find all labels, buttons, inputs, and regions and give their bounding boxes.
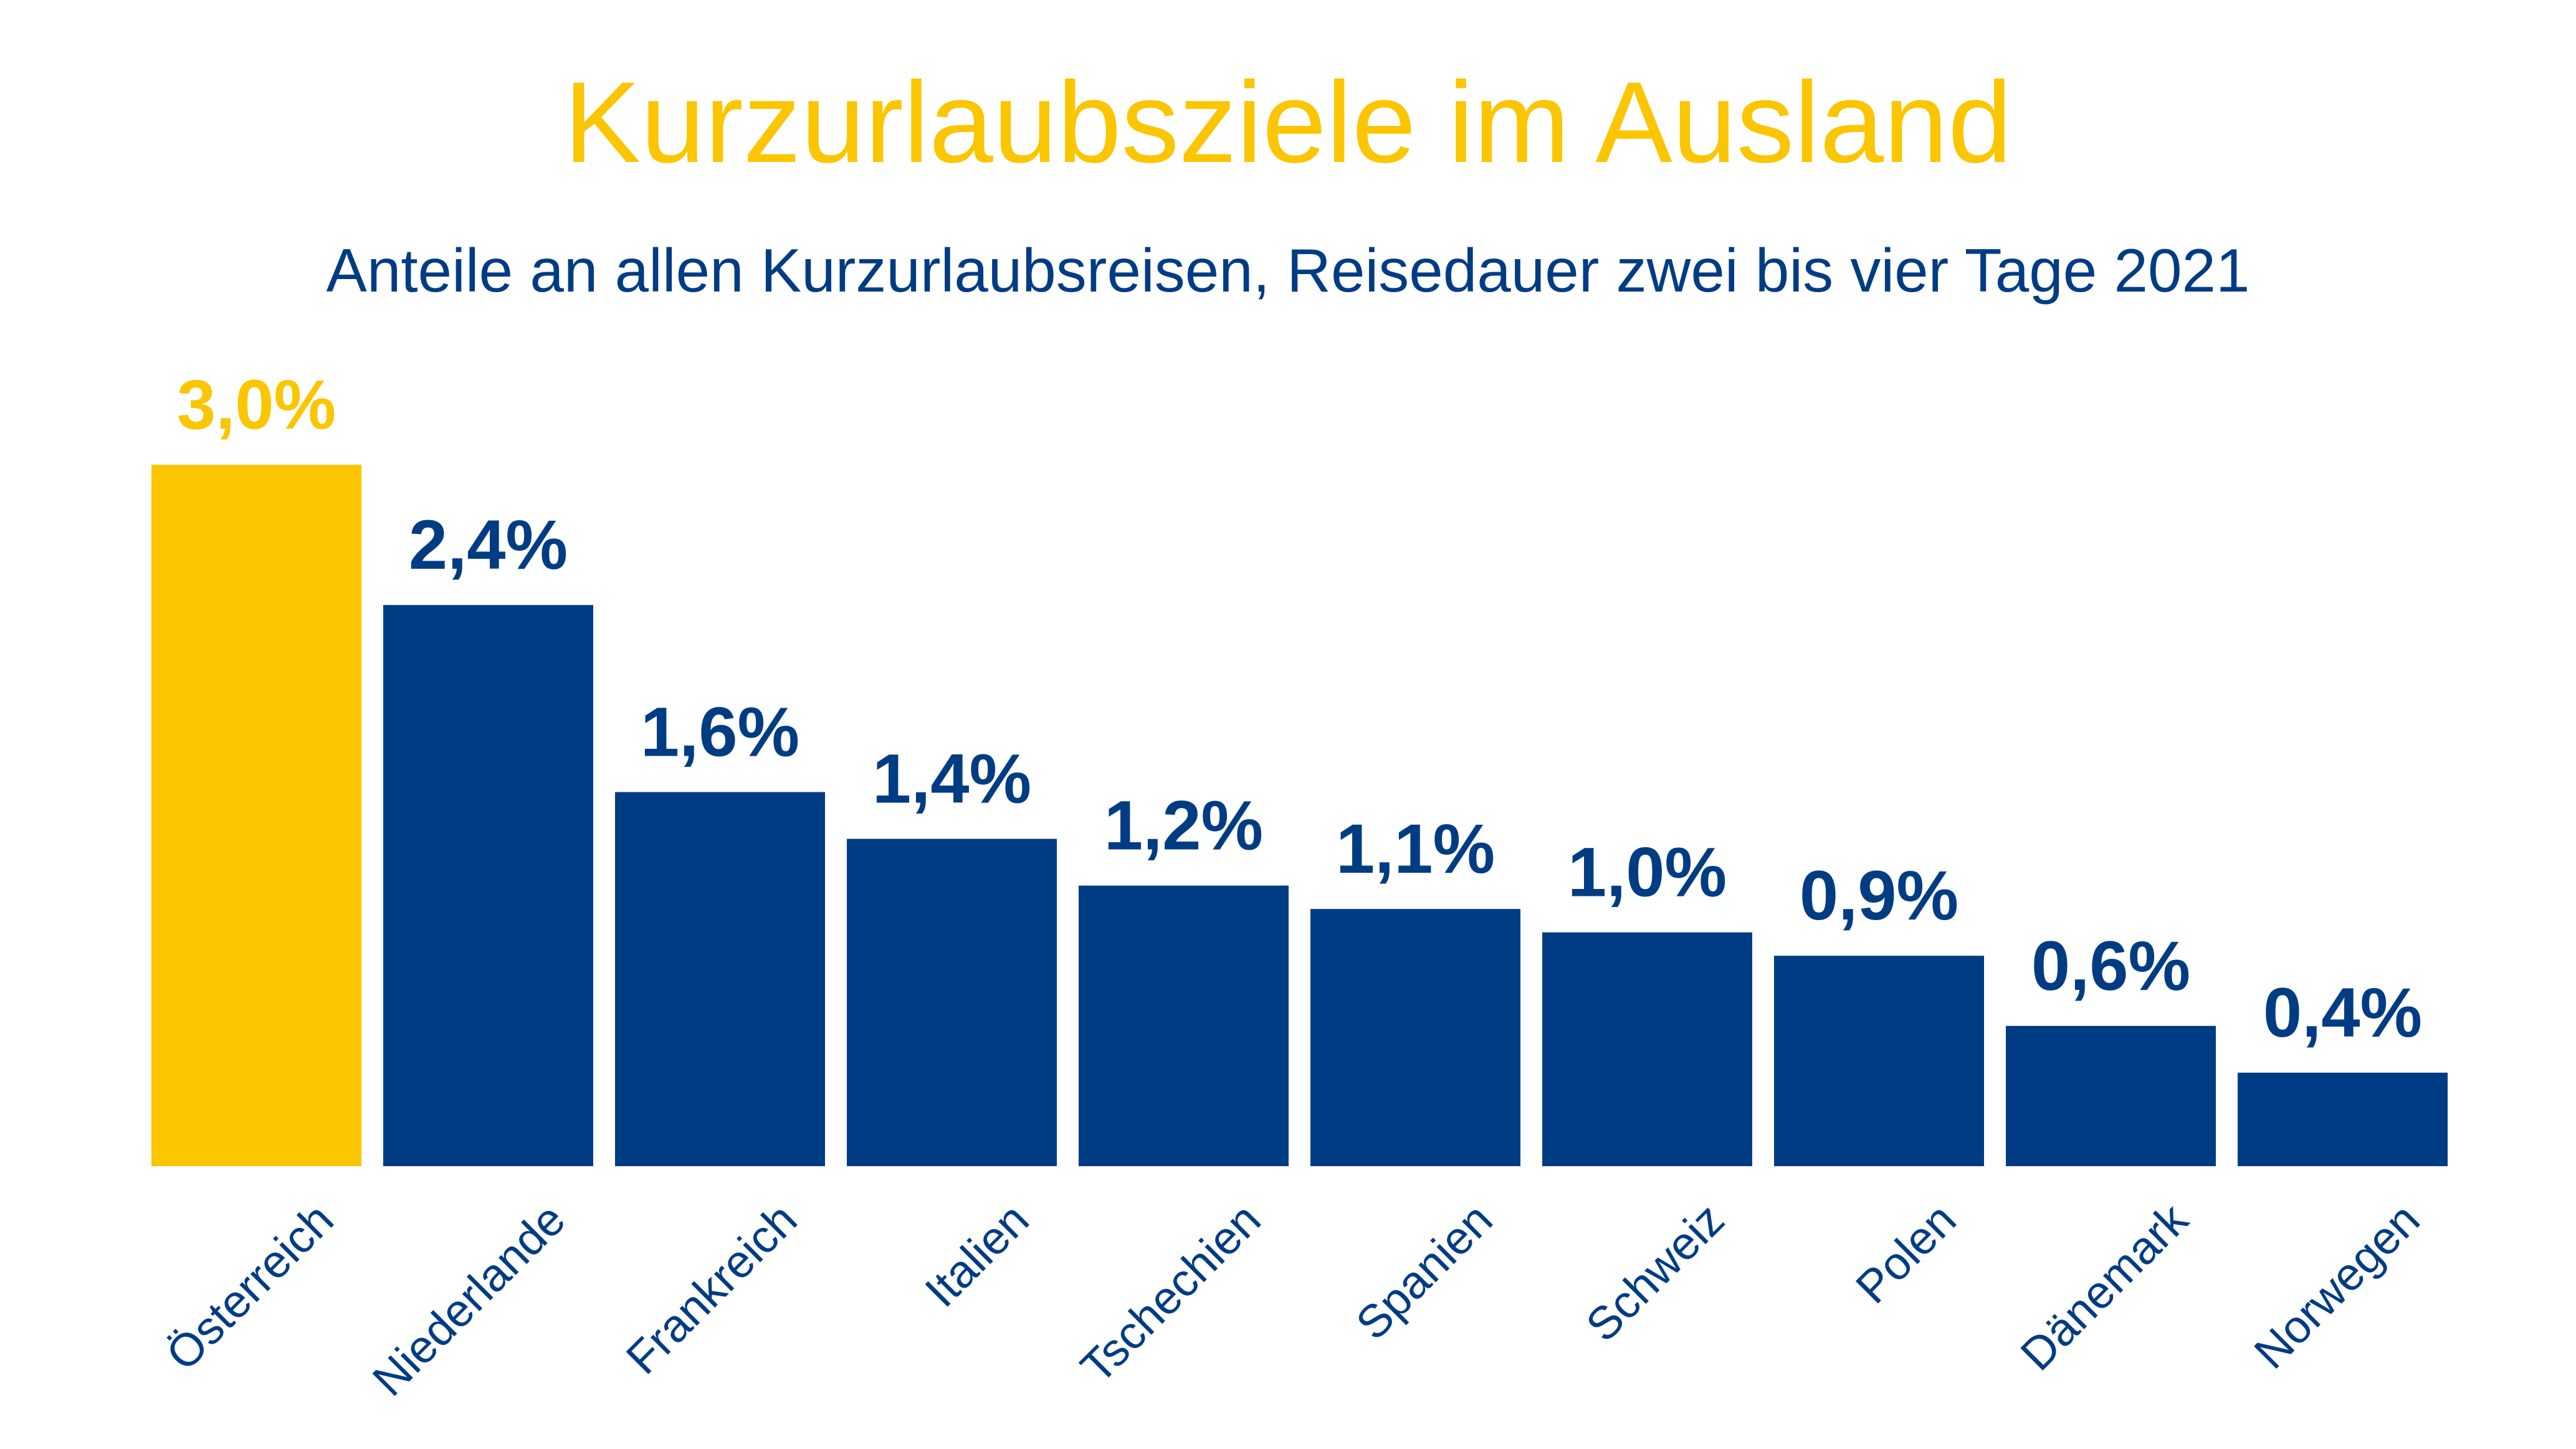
bar-8 [2006, 1025, 2216, 1166]
bar-9 [2238, 1072, 2448, 1166]
x-tick-label-6: Schweiz [1576, 1194, 1734, 1352]
bar-1 [383, 605, 593, 1166]
x-tick-label-8: Dänemark [2011, 1193, 2198, 1380]
bar-5 [1310, 909, 1520, 1166]
data-label-5: 1,1% [1336, 810, 1495, 888]
data-label-3: 1,4% [872, 740, 1031, 818]
bar-7 [1774, 956, 1984, 1166]
x-tick-label-0: Österreich [156, 1194, 343, 1380]
data-label-7: 0,9% [1800, 857, 1958, 934]
x-tick-label-2: Frankreich [616, 1194, 807, 1384]
data-label-4: 1,2% [1104, 787, 1263, 865]
bar-2 [615, 792, 825, 1166]
data-label-8: 0,6% [2031, 927, 2190, 1005]
data-label-6: 1,0% [1568, 834, 1727, 911]
x-tick-label-4: Tschechien [1071, 1194, 1270, 1393]
bar-6 [1542, 932, 1752, 1166]
data-label-0: 3,0% [177, 366, 336, 444]
x-tick-label-3: Italien [915, 1194, 1038, 1317]
bar-0 [151, 465, 361, 1166]
x-tick-label-9: Norwegen [2244, 1194, 2430, 1379]
chart-subtitle: Anteile an allen Kurzurlaubsreisen, Reis… [326, 236, 2250, 305]
x-tick-label-1: Niederlande [363, 1194, 575, 1406]
data-label-2: 1,6% [641, 693, 799, 771]
bar-3 [847, 839, 1057, 1166]
bar-4 [1079, 885, 1289, 1166]
data-label-9: 0,4% [2263, 974, 2422, 1052]
x-tick-label-5: Spanien [1346, 1194, 1502, 1350]
x-tick-label-7: Polen [1846, 1194, 1966, 1314]
chart-title: Kurzurlaubsziele im Ausland [564, 59, 2012, 187]
data-label-1: 2,4% [409, 506, 568, 584]
